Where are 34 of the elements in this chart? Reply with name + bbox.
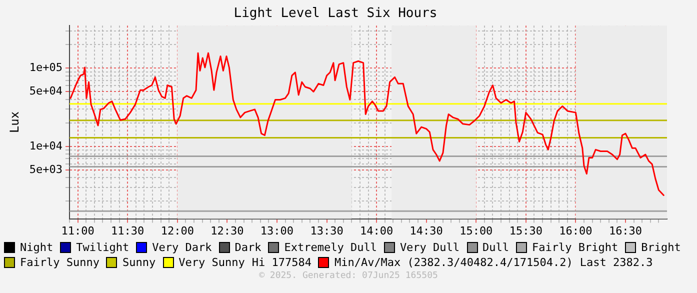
x-tick-label: 16:00 [559,224,592,238]
x-tick-label: 16:30 [608,224,642,238]
x-tick-label: 15:00 [460,224,493,238]
legend-label: Sunny [121,255,156,270]
x-tick-label: 14:00 [360,224,394,238]
x-tick-label: 14:30 [410,224,443,238]
x-tick-label: 15:30 [509,224,542,238]
x-tick-label: 11:00 [61,224,94,238]
x-tick-label: 11:30 [111,224,144,238]
y-tick-label: 5e+03 [29,162,63,176]
legend-label: Twilight [75,240,130,255]
legend-label: Fairly Sunny [19,255,100,270]
text: Last 2382.3 [580,255,653,270]
legend-label: Night [19,240,54,255]
y-tick-label: 5e+04 [29,84,63,98]
y-axis-title: Lux [7,111,22,134]
x-tick-label: 13:30 [310,224,344,238]
legend-label: Dull [482,240,510,255]
legend-label: Dark [234,240,262,255]
text: © 2025. Generated: 07Jun25 165505 [258,270,439,282]
legend-label: Very Dark [151,240,212,255]
text: Hi 177584 [252,255,312,270]
legend-label: Extremely Dull [283,240,377,255]
legend-label: Very Sunny [178,255,245,270]
legend-label: Fairly Bright [531,240,618,255]
legend-label: Very Dull [398,240,460,255]
y-tick-label: 1e+05 [29,61,63,74]
x-tick-label: 12:00 [160,224,194,238]
y-tick-label: 1e+04 [29,139,63,152]
chart-title: Light Level Last Six Hours [234,6,438,22]
x-tick-label: 12:30 [210,224,244,238]
legend-label: Min/Av/Max (2382.3/40482.4/171504.2) [333,255,573,270]
legend-label: Bright [640,240,681,255]
x-tick-label: 13:00 [260,224,294,238]
